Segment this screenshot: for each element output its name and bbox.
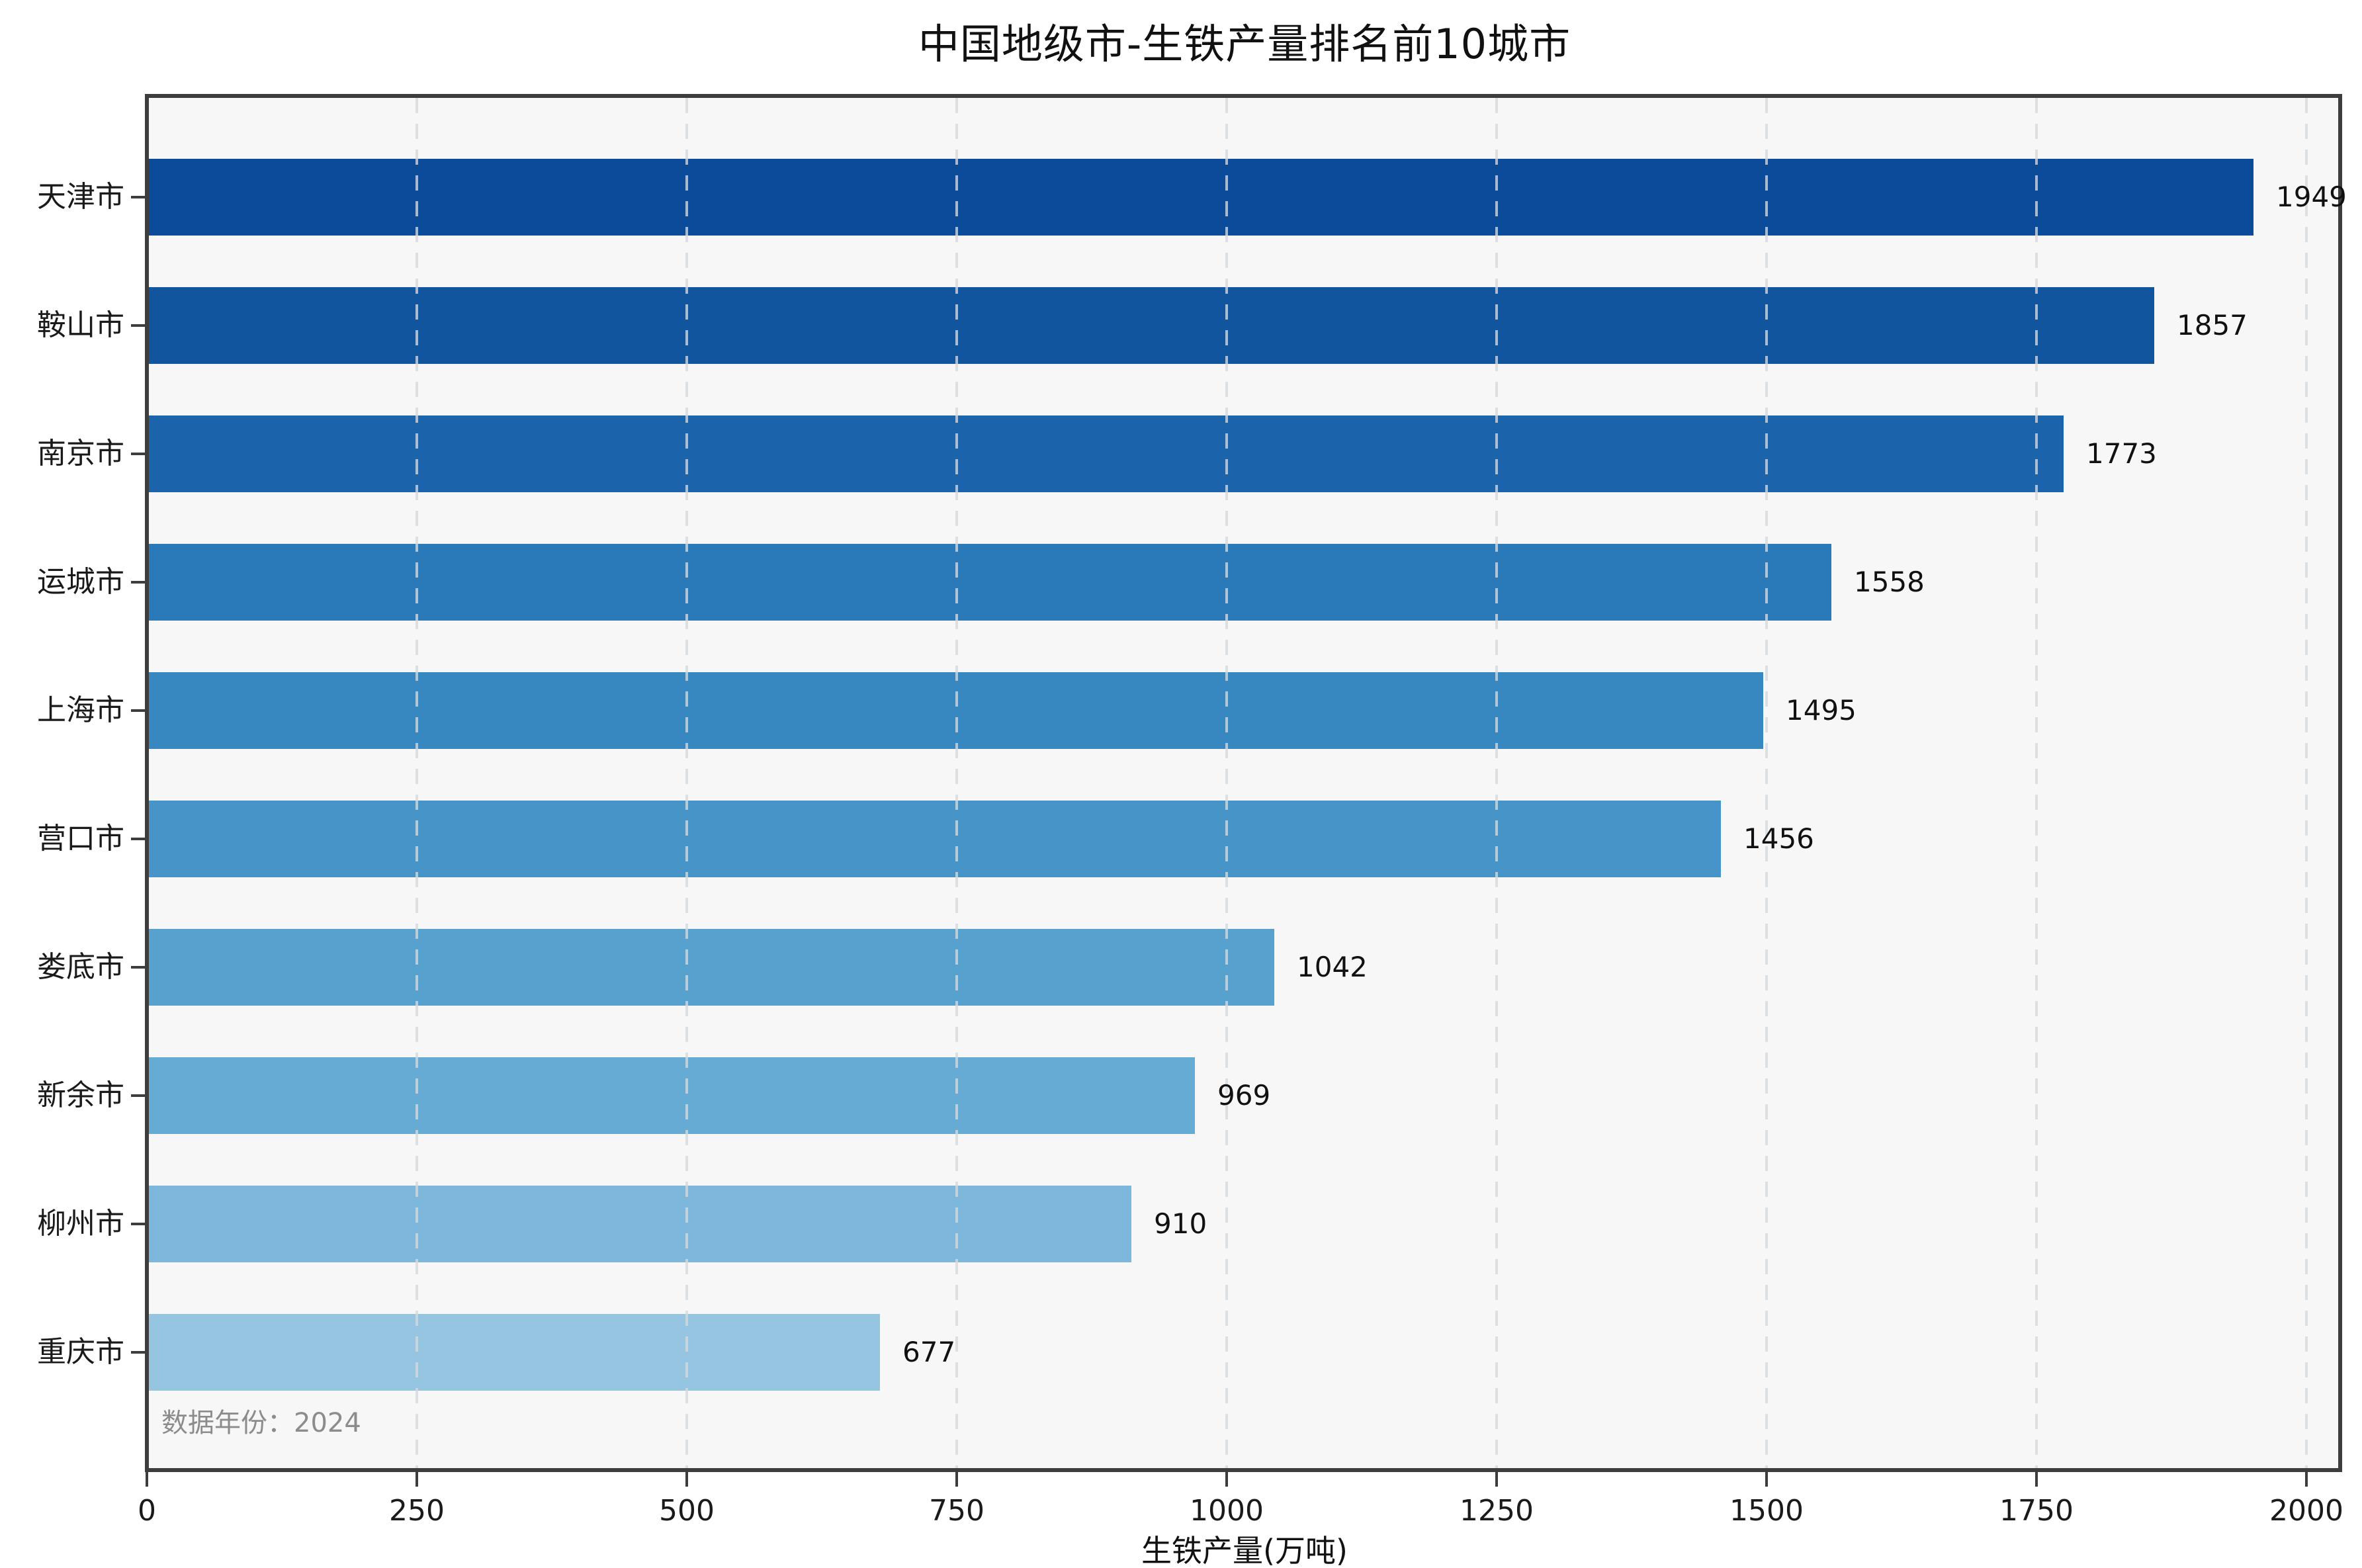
ytick-mark xyxy=(131,324,145,327)
xtick-mark xyxy=(416,1472,418,1487)
gridline-x-1750 xyxy=(2035,98,2038,1468)
xtick-mark xyxy=(2035,1472,2038,1487)
bar-新余市 xyxy=(149,1057,1195,1134)
bar-value-label: 1042 xyxy=(1297,951,1368,983)
ytick-label-重庆市: 重庆市 xyxy=(37,1335,124,1369)
ytick-label-南京市: 南京市 xyxy=(37,437,124,470)
xtick-label-750: 750 xyxy=(929,1494,984,1528)
bar-value-label: 1949 xyxy=(2276,181,2347,213)
ytick-mark xyxy=(131,1223,145,1225)
gridline-x-750 xyxy=(955,98,958,1468)
data-year-footnote: 数据年份：2024 xyxy=(161,1408,361,1438)
xtick-mark xyxy=(2305,1472,2308,1487)
xtick-label-250: 250 xyxy=(389,1494,445,1528)
ytick-label-天津市: 天津市 xyxy=(37,180,124,214)
bar-value-label: 1495 xyxy=(1786,694,1857,726)
ytick-mark xyxy=(131,581,145,584)
gridline-x-1250 xyxy=(1495,98,1498,1468)
xtick-mark xyxy=(685,1472,688,1487)
ytick-label-营口市: 营口市 xyxy=(37,822,124,855)
bar-value-label: 677 xyxy=(902,1336,956,1368)
bar-柳州市 xyxy=(149,1186,1131,1262)
xtick-label-1500: 1500 xyxy=(1729,1494,1804,1528)
xtick-mark xyxy=(1225,1472,1228,1487)
xtick-mark xyxy=(146,1472,148,1487)
xtick-label-1000: 1000 xyxy=(1190,1494,1264,1528)
bar-value-label: 1857 xyxy=(2177,309,2248,341)
xtick-label-1750: 1750 xyxy=(1999,1494,2074,1528)
chart-title: 中国地级市-生铁产量排名前10城市 xyxy=(918,20,1571,68)
ytick-label-新余市: 新余市 xyxy=(37,1078,124,1112)
bar-value-label: 910 xyxy=(1154,1207,1207,1240)
gridline-x-250 xyxy=(416,98,418,1468)
bar-娄底市 xyxy=(149,929,1274,1006)
bar-南京市 xyxy=(149,415,2064,492)
ytick-mark xyxy=(131,838,145,840)
ytick-mark xyxy=(131,196,145,198)
xtick-mark xyxy=(955,1472,958,1487)
gridline-x-1500 xyxy=(1765,98,1768,1468)
ytick-label-上海市: 上海市 xyxy=(37,693,124,727)
bar-value-label: 969 xyxy=(1217,1079,1271,1111)
xtick-mark xyxy=(1495,1472,1498,1487)
xtick-label-1250: 1250 xyxy=(1460,1494,1534,1528)
xtick-label-0: 0 xyxy=(138,1494,156,1528)
ytick-label-鞍山市: 鞍山市 xyxy=(37,308,124,342)
bar-营口市 xyxy=(149,801,1721,877)
bar-鞍山市 xyxy=(149,287,2154,364)
xtick-label-500: 500 xyxy=(659,1494,715,1528)
ytick-mark xyxy=(131,1351,145,1354)
x-axis-label: 生铁产量(万吨) xyxy=(1141,1533,1348,1568)
ytick-mark xyxy=(131,453,145,455)
bar-value-label: 1558 xyxy=(1854,566,1925,598)
gridline-x-500 xyxy=(685,98,688,1468)
xtick-label-2000: 2000 xyxy=(2269,1494,2343,1528)
bar-重庆市 xyxy=(149,1314,880,1391)
ytick-mark xyxy=(131,709,145,712)
ytick-mark xyxy=(131,966,145,969)
bar-value-label: 1456 xyxy=(1743,822,1814,855)
gridline-x-2000 xyxy=(2305,98,2308,1468)
ytick-label-运城市: 运城市 xyxy=(37,565,124,599)
bar-天津市 xyxy=(149,159,2253,236)
ytick-label-娄底市: 娄底市 xyxy=(37,950,124,984)
ytick-mark xyxy=(131,1094,145,1097)
bar-运城市 xyxy=(149,544,1831,621)
ytick-label-柳州市: 柳州市 xyxy=(37,1207,124,1241)
gridline-x-1000 xyxy=(1225,98,1228,1468)
xtick-mark xyxy=(1765,1472,1768,1487)
bar-value-label: 1773 xyxy=(2086,437,2157,470)
